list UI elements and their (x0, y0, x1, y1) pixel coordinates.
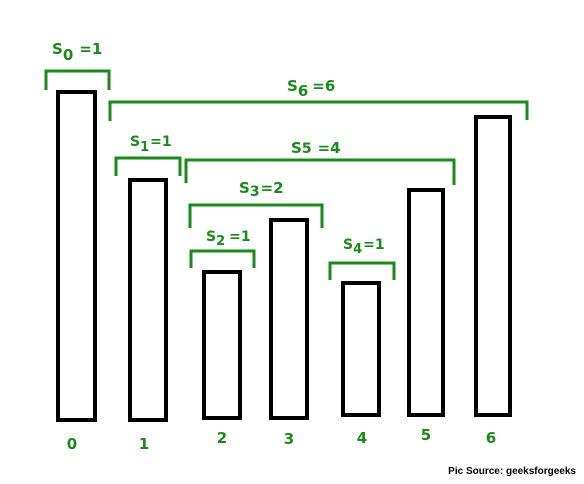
bracket-s6 (108, 100, 529, 121)
index-label-5: 5 (421, 426, 431, 444)
bracket-s4 (328, 261, 396, 280)
bar-2 (202, 270, 242, 420)
bar-4 (341, 281, 381, 417)
index-label-6: 6 (486, 429, 496, 447)
span-label-s1: S1=1 (130, 134, 172, 155)
span-brackets (44, 69, 529, 280)
bracket-s2 (189, 249, 256, 268)
bar-0 (56, 90, 97, 422)
index-label-2: 2 (217, 429, 227, 447)
index-label-4: 4 (357, 429, 367, 447)
index-labels: 0 1 2 3 4 5 6 (67, 426, 496, 453)
index-label-3: 3 (284, 430, 294, 448)
source-credit: Pic Source: geeksforgeeks (448, 466, 576, 477)
bracket-s5 (184, 158, 456, 185)
span-label-s6: S6 =6 (287, 77, 335, 100)
span-label-s4: S4=1 (343, 237, 385, 257)
span-labels: S0 =1 S6 =6 S1=1 S5 =4 S3=2 S2 =1 S4=1 (52, 40, 385, 257)
span-label-s2: S2 =1 (206, 229, 251, 249)
bars-group (56, 90, 512, 422)
index-label-1: 1 (139, 435, 149, 453)
bar-1 (128, 178, 168, 422)
bracket-s0 (44, 69, 111, 90)
index-label-0: 0 (67, 435, 77, 453)
bracket-s3 (188, 203, 324, 228)
span-label-s5: S5 =4 (291, 139, 341, 157)
bar-6 (474, 115, 512, 417)
bar-3 (269, 218, 309, 420)
bracket-s1 (114, 156, 182, 176)
span-label-s3: S3=2 (239, 179, 284, 200)
bar-5 (407, 188, 445, 417)
span-label-s0: S0 =1 (52, 40, 102, 64)
